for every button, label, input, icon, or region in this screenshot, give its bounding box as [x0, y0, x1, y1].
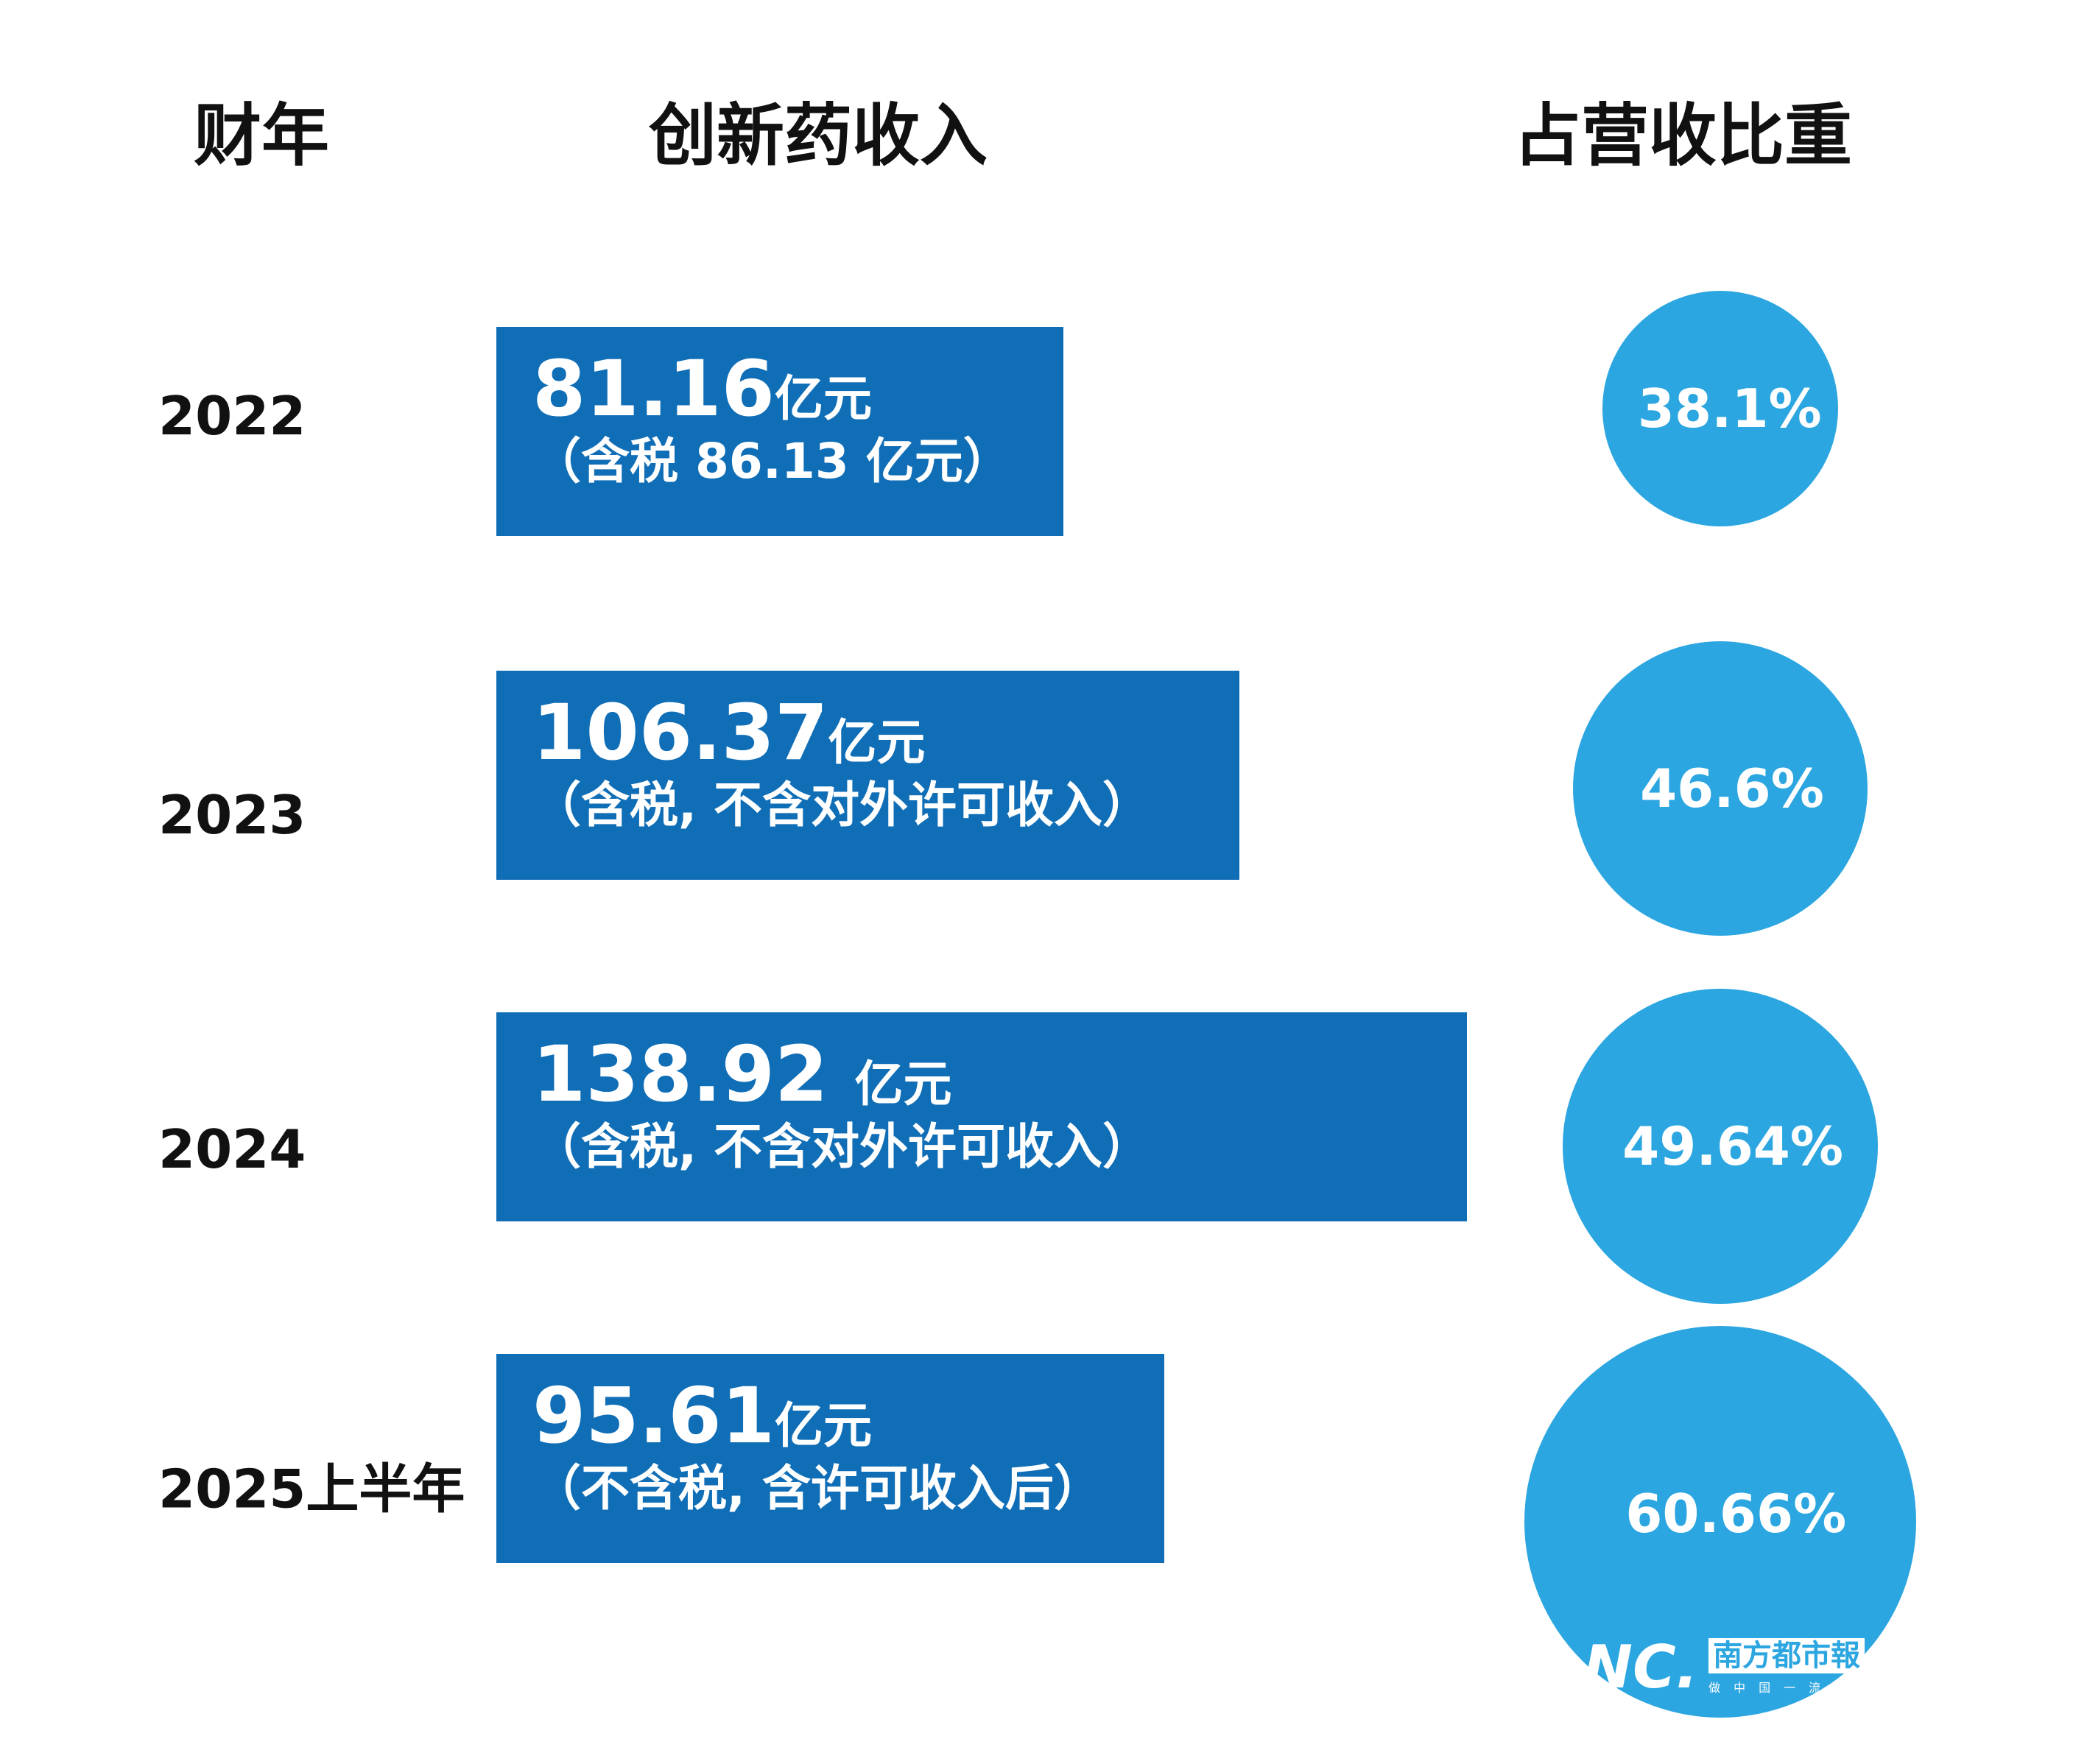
- revenue-note: （不含税, 含许可收入后）: [532, 1460, 1103, 1517]
- share-value: 49.64%: [1622, 1115, 1844, 1177]
- logo-slogan: 做中国一流: [1708, 1681, 1834, 1695]
- year-label: 2025上半年: [158, 1458, 465, 1520]
- share-circle: 46.6%: [1573, 641, 1868, 936]
- share-value: 38.1%: [1637, 378, 1822, 440]
- revenue-note: （含税, 不含对外许可收入）: [532, 777, 1152, 833]
- newspaper-logo: NC. 南方都市報 做中国一流: [1583, 1638, 1865, 1697]
- revenue-note: （含税 86.13 亿元）: [532, 433, 1012, 490]
- revenue-unit: 亿元: [828, 714, 926, 771]
- year-label: 2023: [158, 784, 306, 846]
- revenue-value: 95.61亿元: [532, 1377, 872, 1454]
- header-year: 财年: [193, 96, 330, 175]
- year-label: 2024: [158, 1118, 306, 1180]
- logo-name: 南方都市報: [1708, 1638, 1865, 1673]
- revenue-bar: 95.61亿元 （不含税, 含许可收入后）: [496, 1354, 1165, 1563]
- revenue-value: 138.92 亿元: [532, 1036, 952, 1112]
- share-value: 60.66%: [1625, 1483, 1847, 1545]
- revenue-bar: 81.16亿元 （含税 86.13 亿元）: [496, 327, 1063, 536]
- share-value: 46.6%: [1640, 757, 1824, 819]
- header-revenue: 创新药收入: [648, 96, 988, 175]
- revenue-unit: 亿元: [774, 370, 872, 427]
- revenue-unit: 亿元: [774, 1397, 872, 1454]
- revenue-amount: 95.61: [532, 1371, 775, 1461]
- logo-mark: NC.: [1583, 1633, 1699, 1701]
- revenue-value: 81.16亿元: [532, 350, 872, 427]
- revenue-note: （含税, 不含对外许可收入）: [532, 1118, 1152, 1175]
- revenue-bar: 106.37亿元 （含税, 不含对外许可收入）: [496, 671, 1240, 880]
- revenue-amount: 138.92: [532, 1029, 855, 1119]
- revenue-value: 106.37亿元: [532, 694, 925, 771]
- revenue-amount: 81.16: [532, 344, 775, 434]
- share-circle: 49.64%: [1562, 988, 1879, 1305]
- year-label: 2022: [158, 385, 306, 447]
- share-circle: 38.1%: [1602, 291, 1838, 526]
- revenue-bar: 138.92 亿元 （含税, 不含对外许可收入）: [496, 1012, 1467, 1221]
- revenue-unit: 亿元: [854, 1056, 952, 1112]
- revenue-amount: 106.37: [532, 688, 828, 777]
- header-share: 占营收比重: [1513, 96, 1853, 175]
